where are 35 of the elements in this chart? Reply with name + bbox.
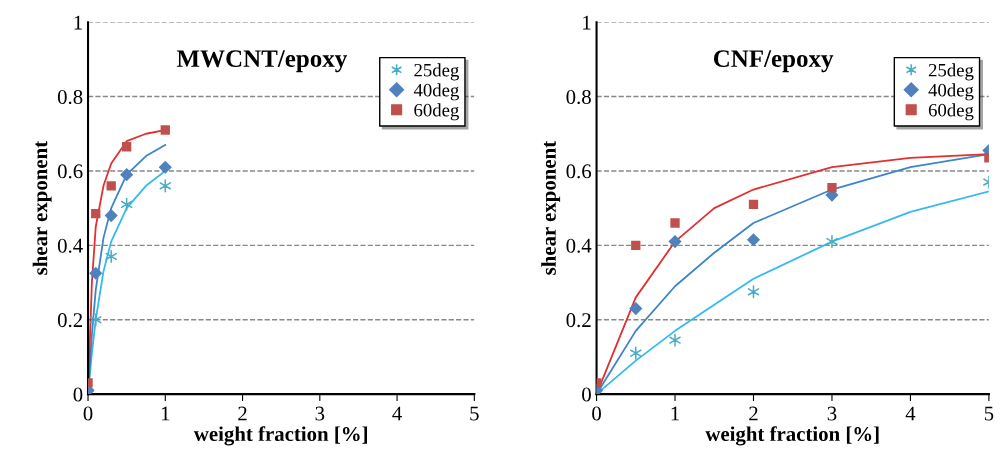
- x-tick-label: 1: [671, 406, 679, 421]
- y-tick-label: 0.2: [57, 313, 83, 328]
- x-tick-label: 4: [905, 406, 916, 421]
- x-axis-title: weight fraction [%]: [193, 426, 367, 446]
- x-tick-label: 4: [392, 406, 402, 421]
- y-tick-label: 0.2: [566, 313, 591, 328]
- x-tick-label: 3: [827, 406, 837, 421]
- y-tick-label: 0.8: [57, 89, 83, 105]
- legend-label: 25deg: [928, 63, 974, 81]
- y-tick-label: 0: [73, 387, 83, 402]
- x-axis-title: weight fraction [%]: [705, 426, 879, 446]
- y-tick-label: 1: [74, 15, 82, 30]
- text: CNF/epoxy: [713, 50, 834, 73]
- y-axis-title: shear exponent: [32, 140, 52, 275]
- x-tick-label: 5: [470, 406, 479, 421]
- y-tick-label: 0.8: [566, 89, 591, 105]
- x-tick-label: 3: [315, 406, 325, 421]
- y-axis-title: shear exponent: [541, 140, 561, 275]
- text: MWCNT/epoxy: [176, 50, 348, 73]
- legend-label: 40deg: [413, 83, 459, 101]
- legend-label: 25deg: [414, 63, 459, 81]
- legend-label: 40deg: [928, 83, 974, 101]
- y-tick-label: 0: [582, 387, 591, 402]
- y-tick-label: 0.4: [57, 238, 83, 253]
- x-tick-label: 5: [984, 406, 994, 421]
- y-tick-label: 0.6: [566, 164, 592, 179]
- y-tick-label: 1: [583, 15, 591, 30]
- x-tick-label: 2: [749, 406, 758, 421]
- legend-label: 60deg: [414, 103, 459, 121]
- legend-label: 60deg: [928, 103, 974, 121]
- x-tick-label: 0: [83, 406, 93, 421]
- y-tick-label: 0.4: [566, 238, 592, 253]
- x-tick-label: 1: [161, 406, 170, 421]
- y-tick-label: 0.6: [57, 164, 83, 179]
- x-tick-label: 2: [238, 406, 247, 421]
